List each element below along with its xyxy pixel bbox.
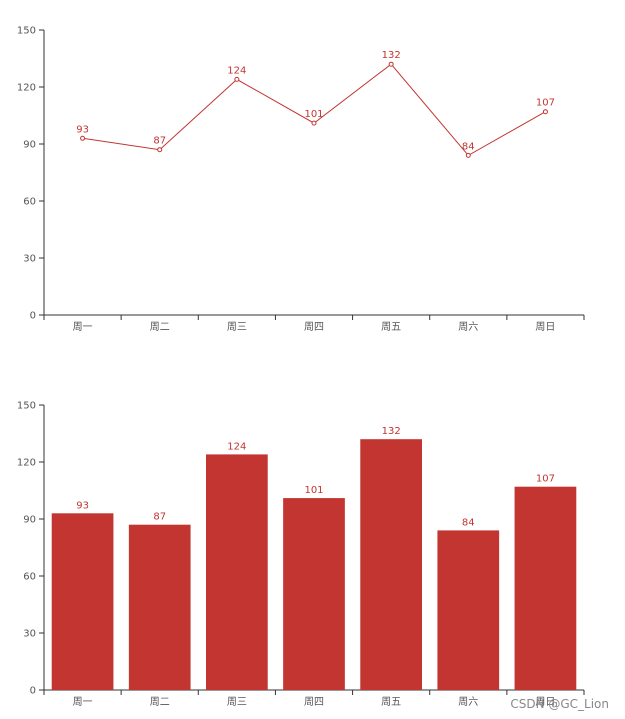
bar[interactable] [437, 530, 500, 690]
x-tick-label: 周日 [535, 696, 555, 708]
data-point[interactable] [388, 61, 394, 67]
data-label: 124 [227, 65, 246, 76]
bar[interactable] [360, 439, 422, 690]
bar-chart: 0 30 60 90 120 150 周一 周二 周三 周四 周五 周六 周日 93 87 124 101 132… [17, 401, 585, 708]
data-point[interactable] [542, 109, 548, 115]
bar[interactable] [128, 524, 191, 690]
y-tick-label: 150 [17, 26, 36, 37]
y-tick-label: 90 [23, 515, 36, 526]
data-label: 93 [76, 500, 89, 511]
y-tick-label: 30 [23, 254, 36, 265]
bar[interactable] [283, 498, 345, 690]
watermark-text: CSDN @GC_Lion [510, 697, 609, 711]
y-tick-label: 60 [23, 572, 36, 583]
bar[interactable] [514, 486, 577, 690]
x-tick-label: 周五 [381, 696, 401, 708]
data-label: 132 [382, 426, 401, 437]
y-tick-label: 0 [30, 311, 36, 322]
x-tick-label: 周五 [381, 321, 401, 333]
y-tick-label: 150 [17, 401, 36, 412]
data-label: 87 [153, 512, 166, 523]
data-point[interactable] [234, 76, 240, 82]
x-tick-label: 周一 [73, 321, 93, 333]
y-tick-label: 120 [17, 458, 36, 469]
data-label: 132 [382, 50, 401, 61]
x-tick-label: 周六 [458, 321, 478, 333]
data-label: 101 [304, 485, 323, 496]
bar[interactable] [51, 513, 114, 690]
data-label: 87 [153, 136, 166, 147]
line-chart: 0 30 60 90 120 150 周一 周二 周三 周四 周五 周六 周日 93 87 124 101 132… [17, 26, 585, 333]
data-point[interactable] [465, 152, 471, 158]
data-point[interactable] [157, 147, 163, 153]
y-tick-label: 30 [23, 629, 36, 640]
x-tick-label: 周三 [227, 696, 247, 708]
x-tick-label: 周六 [458, 696, 478, 708]
data-label: 101 [304, 109, 323, 120]
data-label: 107 [536, 98, 555, 109]
x-tick-label: 周二 [150, 696, 170, 708]
data-label: 107 [536, 474, 555, 485]
y-tick-label: 0 [30, 686, 36, 697]
data-label: 93 [76, 124, 89, 135]
data-label: 84 [462, 517, 475, 528]
data-label: 124 [227, 441, 246, 452]
x-tick-label: 周二 [150, 321, 170, 333]
x-tick-label: 周三 [227, 321, 247, 333]
x-tick-label: 周日 [535, 321, 555, 333]
x-tick-label: 周四 [304, 321, 324, 333]
y-tick-label: 60 [23, 197, 36, 208]
x-tick-label: 周四 [304, 696, 324, 708]
data-point[interactable] [311, 120, 317, 126]
y-tick-label: 90 [23, 140, 36, 151]
y-tick-label: 120 [17, 83, 36, 94]
bar[interactable] [206, 454, 268, 690]
data-point[interactable] [80, 135, 86, 141]
x-tick-label: 周一 [73, 696, 93, 708]
data-label: 84 [462, 141, 475, 152]
